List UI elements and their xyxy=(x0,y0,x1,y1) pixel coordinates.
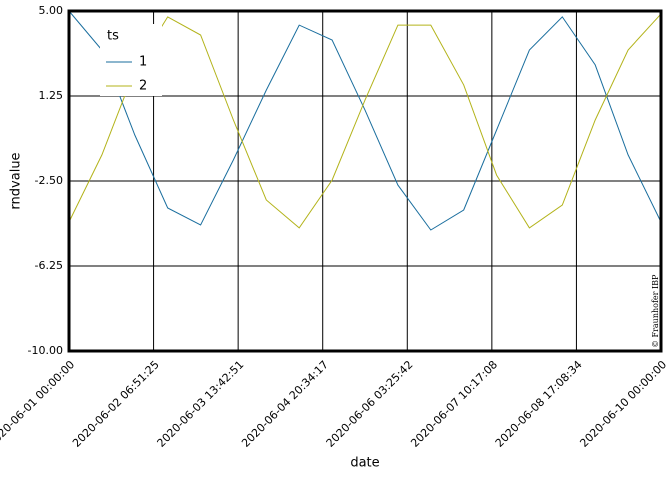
y-tick-label: 1.25 xyxy=(39,89,64,102)
legend-label: 1 xyxy=(139,55,147,70)
legend-title: ts xyxy=(107,29,119,44)
x-tick-label: 2020-06-06 03:25:42 xyxy=(324,358,416,450)
legend-box xyxy=(100,24,162,96)
legend-label: 2 xyxy=(139,79,147,94)
plot-border xyxy=(67,9,663,353)
series-line xyxy=(68,10,662,231)
x-axis-label: date xyxy=(350,456,379,471)
x-tick-label: 2020-06-10 00:00:00 xyxy=(577,358,669,450)
y-tick-label: -2.50 xyxy=(35,174,63,187)
x-tick-label: 2020-06-08 17:08:34 xyxy=(493,358,585,450)
series-line xyxy=(68,13,662,229)
x-tick-label: 2020-06-03 13:42:51 xyxy=(155,358,247,450)
x-tick-label: 2020-06-04 20:34:17 xyxy=(239,358,331,450)
y-axis-label: rndvalue xyxy=(9,152,24,209)
x-tick-label: 2020-06-02 06:51:25 xyxy=(70,358,162,450)
legend: ts 1 2 xyxy=(100,24,162,96)
x-tick-label: 2020-06-07 10:17:08 xyxy=(408,358,500,450)
y-tick-label: -6.25 xyxy=(35,259,63,272)
y-tick-label: 5.00 xyxy=(39,4,64,17)
y-tick-label: -10.00 xyxy=(28,344,63,357)
watermark: © Fraunhofer IBP xyxy=(651,274,660,348)
x-tick-label: 2020-06-01 00:00:00 xyxy=(0,358,77,450)
